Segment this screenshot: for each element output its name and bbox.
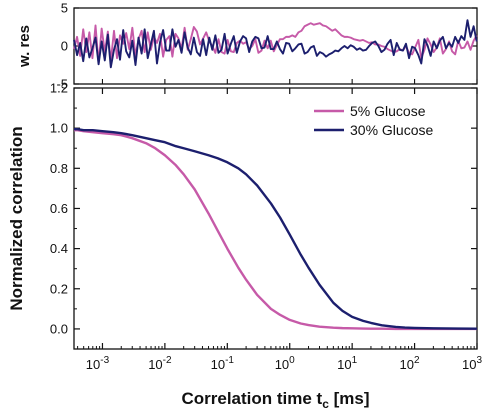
y-tick-label: 1.2 <box>50 81 68 96</box>
residuals-y-axis-label: w. res <box>16 25 33 68</box>
y-tick-label: 0.2 <box>50 281 68 296</box>
residuals-y-ticks: 5 0 -5 <box>56 1 478 92</box>
x-axis-label-main: Correlation time t <box>181 389 322 408</box>
correlation-panel: 10-3 10-2 10-1 100 101 102 103 0.00.20.40.60.8… <box>7 81 482 412</box>
correlation-x-axis-label: Correlation time tc [ms] <box>181 389 369 411</box>
x-axis-label-subscript: c <box>322 397 329 411</box>
correlation-line-glucose-5 <box>74 128 477 331</box>
x-tick-label: 10-3 <box>86 355 110 372</box>
x-tick-label: 100 <box>275 355 295 372</box>
x-tick-label-exponent: 1 <box>352 355 358 366</box>
x-axis-label-unit: [ms] <box>329 389 370 408</box>
y-tick-label: 1.0 <box>50 121 68 136</box>
x-tick-label-exponent: -3 <box>100 355 109 366</box>
x-tick-label: 102 <box>400 355 420 372</box>
residuals-panel: 5 0 -5 w. res <box>16 1 478 92</box>
x-tick-label: 10-1 <box>211 355 235 372</box>
x-tick-label-exponent: -2 <box>163 355 172 366</box>
res-y-tick-label: 5 <box>61 1 68 16</box>
y-tick-label: 0.8 <box>50 161 68 176</box>
legend: 5% Glucose 30% Glucose <box>314 103 433 138</box>
x-tick-label-exponent: -1 <box>225 355 234 366</box>
residuals-series <box>73 19 478 69</box>
res-y-tick-label: 0 <box>61 39 68 54</box>
legend-label: 5% Glucose <box>350 103 426 119</box>
correlation-line-glucose-30 <box>74 127 478 330</box>
x-tick-label: 10-2 <box>148 355 172 372</box>
x-tick-label-exponent: 3 <box>476 355 482 366</box>
x-tick-label-exponent: 0 <box>289 355 295 366</box>
residual-line-glucose-30 <box>73 19 478 69</box>
y-tick-label: 0.4 <box>50 241 68 256</box>
y-tick-label: 0.6 <box>50 201 68 216</box>
x-tick-label-exponent: 2 <box>414 355 420 366</box>
x-tick-label: 101 <box>337 355 357 372</box>
x-tick-label: 103 <box>462 355 482 372</box>
correlation-y-axis-label: Normalized correlation <box>7 126 26 310</box>
res-y-tick-label: -5 <box>56 77 68 92</box>
legend-label: 30% Glucose <box>350 122 433 138</box>
y-tick-label: 0.0 <box>50 321 68 336</box>
correlation-series <box>74 127 478 331</box>
